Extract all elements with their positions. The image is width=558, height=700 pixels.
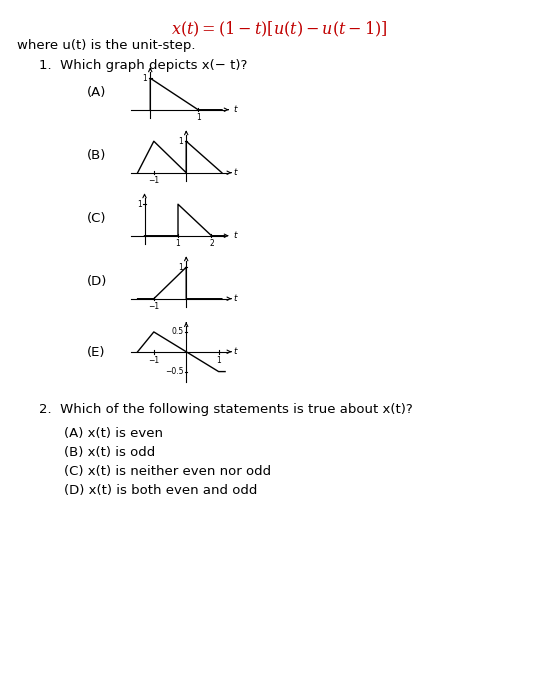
Text: −1: −1 [148,176,160,186]
Text: 2: 2 [209,239,214,248]
Text: 1: 1 [179,136,183,146]
Text: (B): (B) [86,149,106,162]
Text: 1: 1 [196,113,200,122]
Text: where u(t) is the unit-step.: where u(t) is the unit-step. [17,38,195,52]
Text: t: t [234,105,237,114]
Text: t: t [234,347,237,356]
Text: (B) x(t) is odd: (B) x(t) is odd [64,446,156,459]
Text: (A) x(t) is even: (A) x(t) is even [64,427,163,440]
Text: 1: 1 [179,262,183,272]
Text: (C): (C) [86,212,106,225]
Text: 1: 1 [142,74,147,83]
Text: (C) x(t) is neither even nor odd: (C) x(t) is neither even nor odd [64,465,271,478]
Text: −1: −1 [148,302,160,312]
Text: $x(t) = (1-t)[u(t)-u(t-1)]$: $x(t) = (1-t)[u(t)-u(t-1)]$ [171,20,387,38]
Text: 1: 1 [176,239,180,248]
Text: 1.  Which graph depicts x(− t)?: 1. Which graph depicts x(− t)? [39,60,247,73]
Text: 2.  Which of the following statements is true about x(t)?: 2. Which of the following statements is … [39,402,413,416]
Text: 0.5: 0.5 [171,328,183,337]
Text: −1: −1 [148,356,160,365]
Text: t: t [234,168,237,177]
Text: (A): (A) [86,86,106,99]
Text: (D) x(t) is both even and odd: (D) x(t) is both even and odd [64,484,258,497]
Text: t: t [234,231,237,240]
Text: t: t [234,294,237,303]
Text: 1: 1 [217,356,221,365]
Text: (D): (D) [86,275,107,288]
Text: 1: 1 [137,199,142,209]
Text: −0.5: −0.5 [165,367,183,376]
Text: (E): (E) [86,346,105,358]
